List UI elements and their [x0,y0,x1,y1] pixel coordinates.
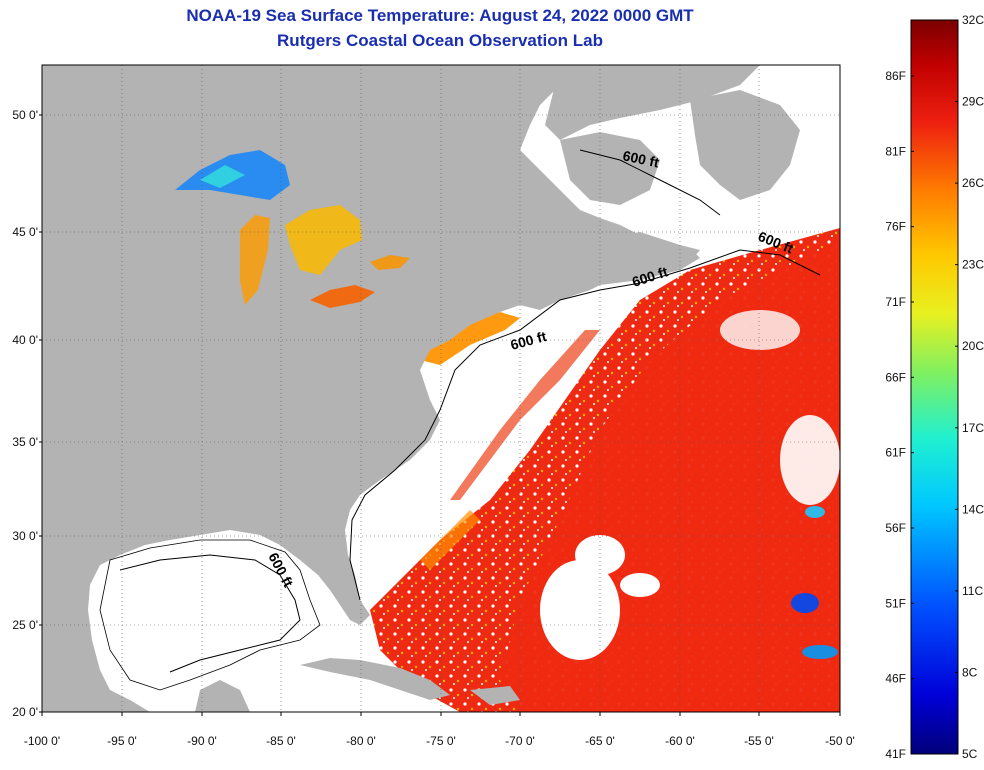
colorbar-celsius-label: 11C [962,584,983,598]
colorbar-celsius-label: 5C [962,747,978,761]
great-lakes [175,150,410,308]
colorbar-celsius-label: 29C [962,95,984,109]
colorbar-celsius-label: 26C [962,176,984,190]
lon-tick-label: -95 0' [107,734,137,748]
colorbar-celsius-label: 17C [962,421,984,435]
colorbar-celsius-label: 32C [962,13,984,27]
depth-label: 600 ft [621,147,660,170]
lat-tick-label: 35 0' [12,435,38,449]
lat-lon-grid [42,65,840,712]
colorbar-fahrenheit-label: 46F [885,672,906,686]
colorbar-fahrenheit-label: 71F [885,295,906,309]
colorbar-fahrenheit-label: 76F [885,220,906,234]
lon-tick-label: -75 0' [426,734,456,748]
colorbar-fahrenheit-label: 56F [885,521,906,535]
lon-tick-label: -85 0' [266,734,296,748]
lat-tick-label: 30 0' [12,529,38,543]
lat-tick-label: 20 0' [12,705,38,719]
lat-tick-label: 25 0' [12,618,38,632]
lat-tick-label: 50 0' [12,108,38,122]
colorbar-fahrenheit-label: 66F [885,370,906,384]
lon-tick-label: -60 0' [665,734,695,748]
colorbar-fahrenheit-label: 86F [885,69,906,83]
colorbar-celsius-label: 23C [962,258,984,272]
north-america-land [42,65,700,712]
lon-tick-label: -70 0' [505,734,535,748]
lon-tick-label: -80 0' [346,734,376,748]
cloud-patch [540,560,620,660]
map-title: NOAA-19 Sea Surface Temperature: August … [186,6,694,25]
map-subtitle: Rutgers Coastal Ocean Observation Lab [277,31,603,50]
colorbar-fahrenheit-label: 41F [885,747,906,761]
gulf-of-mexico [99,539,321,691]
yucatan-land [195,680,250,712]
lat-tick-label: 45 0' [12,225,38,239]
colorbar-fahrenheit-label: 61F [885,446,906,460]
colorbar [910,19,959,755]
lat-tick-label: 40 0' [12,333,38,347]
colorbar-labels: 32C 29C 26C 23C 20C 17C 14C 11C 8C 5C 86F 81F 76F 71F… [885,13,984,761]
lon-tick-label: -90 0' [187,734,217,748]
colorbar-fahrenheit-label: 51F [885,596,906,610]
colorbar-celsius-label: 20C [962,339,984,353]
map-area [42,65,840,712]
lon-tick-label: -65 0' [585,734,615,748]
colorbar-fahrenheit-label: 81F [885,144,906,158]
depth-contour [119,554,301,673]
lon-tick-label: -50 0' [825,734,855,748]
lon-tick-label: -100 0' [24,734,60,748]
lon-tick-label: -55 0' [744,734,774,748]
colorbar-celsius-label: 14C [962,502,984,516]
colorbar-celsius-label: 8C [962,665,978,679]
cuba-land [300,658,450,700]
shelf-contour [349,249,821,601]
